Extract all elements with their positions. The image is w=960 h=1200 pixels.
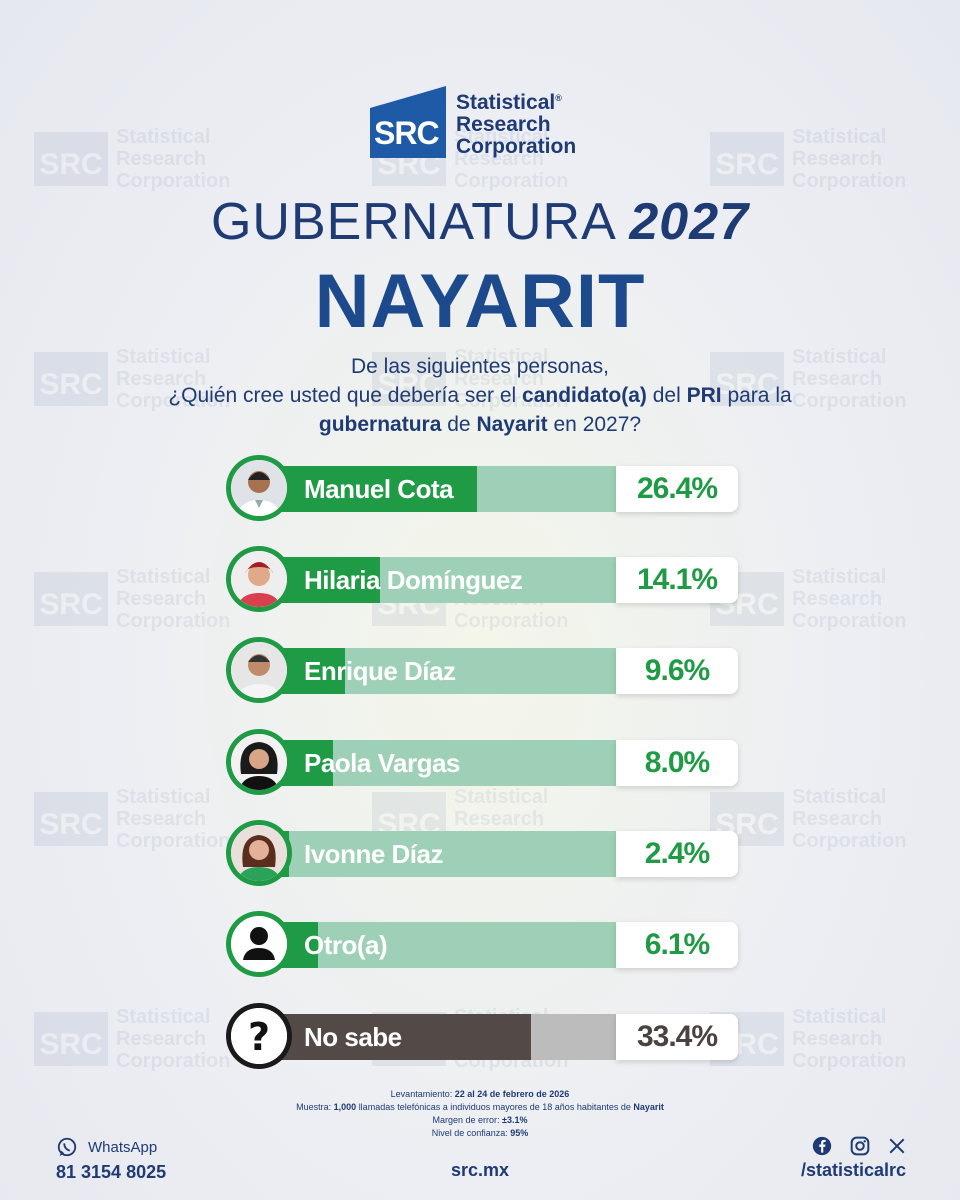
bar-track: Manuel Cota bbox=[270, 466, 622, 512]
bar-track: Hilaria Domínguez bbox=[270, 557, 622, 603]
value-label: 2.4% bbox=[616, 831, 738, 877]
value-label: 9.6% bbox=[616, 648, 738, 694]
avatar bbox=[226, 729, 292, 795]
category-label: Hilaria Domínguez bbox=[304, 565, 523, 595]
facebook-icon[interactable] bbox=[812, 1136, 832, 1156]
bar bbox=[270, 466, 477, 512]
chart-row: Paola Vargas 8.0% bbox=[226, 729, 746, 795]
candidate-photo-icon bbox=[231, 551, 287, 607]
avatar bbox=[226, 637, 292, 703]
whatsapp-contact[interactable]: WhatsApp 81 3154 8025 bbox=[56, 1136, 166, 1183]
value-label: 33.4% bbox=[616, 1014, 738, 1060]
candidate-photo-icon bbox=[231, 825, 287, 881]
website-link[interactable]: src.mx bbox=[450, 1160, 510, 1180]
bar-track: No sabe bbox=[270, 1014, 622, 1060]
svg-text:?: ? bbox=[248, 1015, 270, 1059]
state-title: NAYARIT bbox=[314, 259, 646, 344]
category-label: Enrique Díaz bbox=[304, 656, 456, 686]
survey-question: De las siguientes personas, ¿Quién cree … bbox=[168, 355, 792, 436]
avatar bbox=[226, 820, 292, 886]
candidate-photo-icon bbox=[231, 642, 287, 698]
avatar bbox=[226, 546, 292, 612]
category-label: Otro(a) bbox=[304, 930, 388, 960]
category-label: Paola Vargas bbox=[304, 748, 460, 778]
value-label: 26.4% bbox=[616, 466, 738, 512]
category-label: Manuel Cota bbox=[304, 474, 454, 504]
methodology-notes: Levantamiento: 22 al 24 de febrero de 20… bbox=[296, 1089, 664, 1138]
candidate-photo-icon bbox=[231, 734, 287, 790]
chart-row: Enrique Díaz 9.6% bbox=[226, 637, 746, 703]
instagram-icon[interactable] bbox=[850, 1136, 870, 1156]
bar-track: Ivonne Díaz bbox=[270, 831, 622, 877]
avatar: ? bbox=[226, 1003, 292, 1069]
page-title: GUBERNATURA 2027 bbox=[210, 193, 750, 251]
avatar bbox=[226, 911, 292, 977]
chart-row: Otro(a) 6.1% bbox=[226, 911, 746, 977]
value-label: 8.0% bbox=[616, 740, 738, 786]
chart-row: Manuel Cota 26.4% bbox=[226, 455, 746, 521]
value-label: 6.1% bbox=[616, 922, 738, 968]
whatsapp-number[interactable]: 81 3154 8025 bbox=[56, 1162, 167, 1182]
chart-row: No sabe 33.4%? bbox=[226, 1003, 746, 1069]
whatsapp-label: WhatsApp bbox=[88, 1138, 158, 1156]
bar bbox=[270, 1014, 531, 1060]
bar-track: Paola Vargas bbox=[270, 740, 622, 786]
bar-track: Enrique Díaz bbox=[270, 648, 622, 694]
bar-track: Otro(a) bbox=[270, 922, 622, 968]
x-icon[interactable] bbox=[888, 1137, 906, 1155]
social-links: /statisticalrc bbox=[801, 1136, 906, 1181]
src-logo-text: Statistical® Research Corporation bbox=[456, 90, 577, 158]
src-logo-mark: SRC bbox=[370, 86, 446, 158]
person-silhouette-icon bbox=[231, 916, 287, 972]
category-label: No sabe bbox=[304, 1022, 402, 1052]
value-label: 14.1% bbox=[616, 557, 738, 603]
avatar bbox=[226, 455, 292, 521]
chart-row: Ivonne Díaz 2.4% bbox=[226, 820, 746, 886]
src-logo: SRC Statistical® Research Corporation bbox=[370, 86, 576, 158]
whatsapp-icon bbox=[57, 1137, 77, 1157]
social-handle[interactable]: /statisticalrc bbox=[800, 1160, 906, 1180]
category-label: Ivonne Díaz bbox=[304, 839, 443, 869]
question-mark-icon: ? bbox=[231, 1008, 287, 1064]
candidate-photo-icon bbox=[231, 460, 287, 516]
chart-row: Hilaria Domínguez 14.1% bbox=[226, 546, 746, 612]
